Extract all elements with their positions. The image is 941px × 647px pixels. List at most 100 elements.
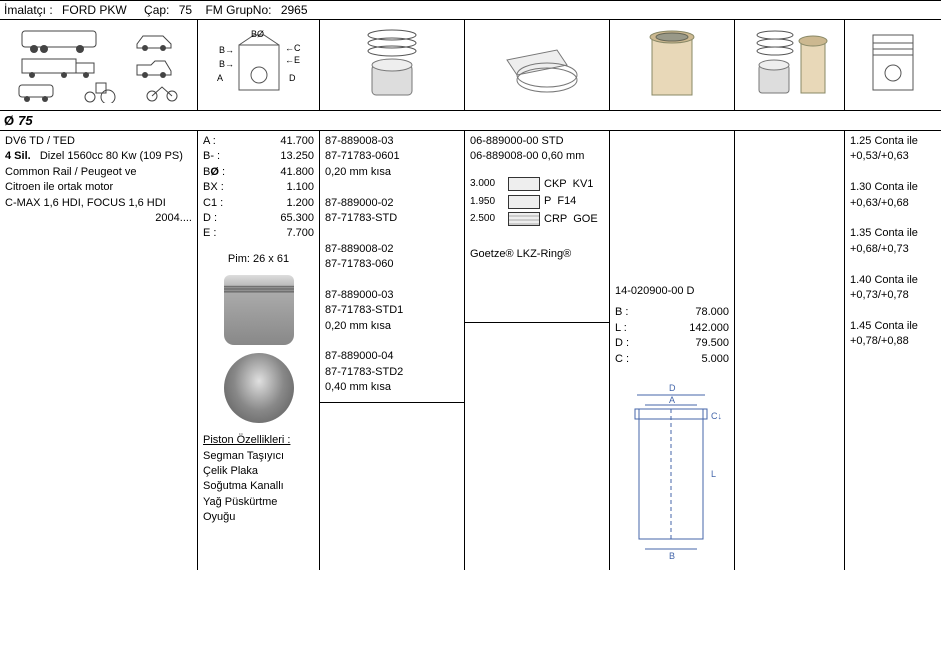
engine-year: 2004.... [5, 211, 192, 226]
ring-profile-icon [508, 195, 540, 209]
dim-c1-label: C1 : [203, 196, 233, 211]
piston-kit-icon [735, 20, 845, 110]
ring1-num: 3.000 [470, 177, 508, 191]
dim-d-label: D : [203, 211, 233, 226]
part-l2: 87-71783-0601 [325, 149, 459, 164]
svg-text:B→: B→ [219, 45, 234, 55]
dim-d-val: 65.300 [233, 211, 314, 226]
gasket4a: 1.40 Conta ile [850, 273, 935, 288]
ring-profile-icon [508, 212, 540, 226]
category-icon-row: B→ B→ A BØ ←C ←E D [0, 20, 941, 111]
svg-text:A: A [669, 395, 675, 405]
ring-part1: 06-889000-00 STD [470, 134, 604, 149]
part-l1: 87-889008-03 [325, 134, 459, 149]
diameter-symbol-icon: Ø [4, 113, 14, 128]
liner-c-label: C : [615, 352, 633, 367]
piston-feature-1: Çelik Plaka [203, 464, 314, 479]
piston-feature-3: Yağ Püskürtme [203, 495, 314, 510]
ring2-num: 1.950 [470, 195, 508, 209]
part-l3: 0,20 mm kısa [325, 165, 459, 180]
piston-feature-0: Segman Taşıyıcı [203, 449, 314, 464]
liner-d-val: 79.500 [633, 336, 729, 351]
piston-top-image [224, 353, 294, 423]
part-l12: 87-71783-STD1 [325, 303, 459, 318]
ring-spec-1: 3.000 CKP KV1 [470, 177, 604, 192]
svg-text:←E: ←E [285, 55, 300, 65]
svg-text:←C: ←C [285, 43, 301, 53]
liner-partno: 14-020900-00 D [615, 284, 729, 299]
dim-c1-val: 1.200 [233, 196, 314, 211]
liner-d-label: D : [615, 336, 633, 351]
engine-line5: C-MAX 1,6 HDI, FOCUS 1,6 HDI [5, 196, 192, 211]
part-l11: 87-889000-03 [325, 288, 459, 303]
vehicle-types-icon [0, 20, 198, 110]
engine-line4: Citroen ile ortak motor [5, 180, 192, 195]
dim-bminus-label: B- : [203, 149, 233, 164]
diameter-value: 75 [179, 3, 192, 17]
diameter-section-bar: Ø 75 [0, 111, 941, 131]
dim-bx-label: BX : [203, 180, 233, 195]
pim-spec: Pim: 26 x 61 [203, 252, 314, 267]
ring1-suffix: KV1 [573, 177, 594, 192]
manufacturer-label: İmalatçı : [4, 3, 53, 17]
engine-cylinders: 4 Sil. [5, 150, 31, 162]
svg-text:B→: B→ [219, 59, 234, 69]
engine-code: DV6 TD / TED [5, 134, 192, 149]
main-data-grid: DV6 TD / TED 4 Sil. Dizel 1560cc 80 Kw (… [0, 131, 941, 570]
ring2-code: P [544, 194, 551, 209]
piston-with-rings-icon [320, 20, 465, 110]
gasket4b: +0,73/+0,78 [850, 288, 935, 303]
svg-text:A: A [217, 73, 223, 83]
group-value: 2965 [281, 3, 308, 17]
motorcycle-icon [144, 81, 180, 103]
part-l8: 87-889008-02 [325, 242, 459, 257]
gasket2a: 1.30 Conta ile [850, 180, 935, 195]
part-l15: 87-889000-04 [325, 349, 459, 364]
ring3-num: 2.500 [470, 212, 508, 226]
part-l13: 0,20 mm kısa [325, 319, 459, 334]
gasket5b: +0,78/+0,88 [850, 334, 935, 349]
truck-icon [20, 55, 100, 81]
svg-text:BØ: BØ [251, 29, 264, 39]
diameter-label: Çap: [144, 3, 169, 17]
car-icon [133, 30, 177, 52]
dim-bdia-val: 41.800 [233, 165, 314, 180]
group-label: FM GrupNo: [205, 3, 271, 17]
ring-part2: 06-889008-00 0,60 mm [470, 149, 604, 164]
ring-profile-icon [508, 177, 540, 191]
part-l17: 0,40 mm kısa [325, 380, 459, 395]
svg-text:D: D [669, 383, 676, 393]
empty-col [735, 131, 845, 570]
ring3-code: CRP [544, 212, 567, 227]
ring-spec-2: 1.950 P F14 [470, 194, 604, 209]
svg-text:B: B [669, 551, 675, 561]
piston-rings-icon [465, 20, 610, 110]
ring2-suffix: F14 [557, 194, 576, 209]
piston-schematic-icon [845, 20, 940, 110]
liner-drawing: D A C↓ L B [615, 377, 729, 567]
liner-b-label: B : [615, 305, 633, 320]
piston-side-image [224, 275, 294, 345]
tractor-icon [82, 81, 118, 103]
manufacturer-value: FORD PKW [62, 3, 127, 17]
dimensions-col: A :41.700 B- :13.250 BØ :41.800 BX :1.10… [198, 131, 320, 570]
cylinder-liner-icon [610, 20, 735, 110]
diameter-section-value: 75 [18, 113, 32, 128]
liner-c-val: 5.000 [633, 352, 729, 367]
engine-description-col: DV6 TD / TED 4 Sil. Dizel 1560cc 80 Kw (… [0, 131, 198, 570]
bus-icon [20, 27, 100, 55]
part-l9: 87-71783-060 [325, 257, 459, 272]
header-bar: İmalatçı : FORD PKW Çap: 75 FM GrupNo: 2… [0, 0, 941, 20]
gasket5a: 1.45 Conta ile [850, 319, 935, 334]
piston-feature-4: Oyuğu [203, 510, 314, 525]
gasket-col: 1.25 Conta ile +0,53/+0,63 1.30 Conta il… [845, 131, 940, 570]
pickup-icon [133, 57, 177, 79]
svg-text:C↓: C↓ [711, 411, 722, 421]
part-numbers-col: 87-889008-03 87-71783-0601 0,20 mm kısa … [320, 131, 465, 570]
ring-spec-3: 2.500 CRP GOE [470, 212, 604, 227]
svg-text:D: D [289, 73, 296, 83]
dim-bminus-val: 13.250 [233, 149, 314, 164]
gasket2b: +0,63/+0,68 [850, 196, 935, 211]
part-l5: 87-889000-02 [325, 196, 459, 211]
dim-a-label: A : [203, 134, 233, 149]
